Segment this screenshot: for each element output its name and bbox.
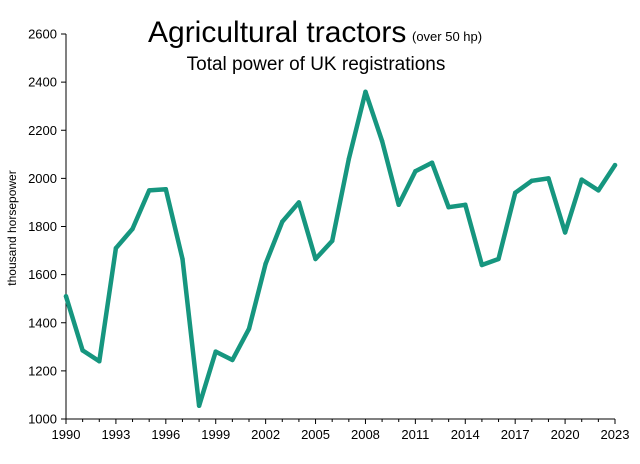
tick-labels: 1000 1200 1400 1600 1800 2000 2200 2400 2600 1990… <box>28 27 629 443</box>
data-point <box>363 89 368 95</box>
x-tick-label: 1990 <box>52 427 81 442</box>
y-tick-label: 2200 <box>28 123 57 138</box>
data-point <box>130 226 135 232</box>
axes <box>61 33 616 424</box>
chart-title: Agricultural tractors <box>148 16 406 49</box>
data-point <box>280 219 285 224</box>
data-point <box>230 357 235 363</box>
x-tick-label: 2008 <box>351 427 380 442</box>
data-point <box>529 178 534 183</box>
data-point <box>163 187 168 192</box>
data-point <box>479 262 485 268</box>
data-point <box>97 359 102 364</box>
data-point <box>313 256 318 262</box>
y-tick-label: 1800 <box>28 219 57 234</box>
data-point <box>63 294 69 299</box>
data-point <box>446 205 451 210</box>
y-tick-label: 1400 <box>28 315 57 330</box>
data-point <box>263 261 268 266</box>
data-point <box>463 202 468 207</box>
series <box>63 89 618 409</box>
data-point <box>246 326 252 331</box>
data-point <box>296 200 302 205</box>
y-axis-label: thousand horsepower <box>5 170 19 285</box>
data-point <box>330 238 335 244</box>
data-point <box>513 190 518 195</box>
data-point <box>562 230 568 235</box>
x-tick-label: 1999 <box>201 427 230 442</box>
x-tick-label: 2020 <box>551 427 580 442</box>
y-tick-label: 2400 <box>28 75 57 90</box>
chart-subtitle: Total power of UK registrations <box>187 54 446 75</box>
data-point <box>113 246 119 251</box>
data-point <box>612 162 618 168</box>
y-tick-label: 2600 <box>28 27 57 42</box>
x-tick-label: 2023 <box>601 427 630 442</box>
data-point <box>196 403 202 408</box>
data-point <box>80 348 85 353</box>
data-point <box>147 188 152 193</box>
data-point <box>346 156 351 162</box>
data-point <box>596 188 601 193</box>
data-point <box>213 349 218 354</box>
y-tick-label: 2000 <box>28 171 57 186</box>
data-point <box>180 256 185 262</box>
y-tick-label: 1600 <box>28 267 57 282</box>
data-point <box>496 256 501 262</box>
y-tick-label: 1000 <box>28 412 57 427</box>
data-point <box>546 176 551 181</box>
x-tick-label: 2017 <box>501 427 530 442</box>
x-tick-label: 2014 <box>451 427 480 442</box>
data-point <box>413 169 418 174</box>
data-point <box>429 160 435 165</box>
data-point <box>396 202 401 207</box>
x-tick-label: 2002 <box>251 427 280 442</box>
x-tick-label: 1996 <box>151 427 180 442</box>
data-point <box>379 138 385 144</box>
series-line <box>63 89 618 409</box>
x-tick-label: 2005 <box>301 427 330 442</box>
chart-title-note: (over 50 hp) <box>412 29 482 44</box>
x-tick-label: 1993 <box>101 427 130 442</box>
x-tick-label: 2011 <box>401 427 429 442</box>
data-point <box>579 177 584 182</box>
y-tick-label: 1200 <box>28 363 57 378</box>
